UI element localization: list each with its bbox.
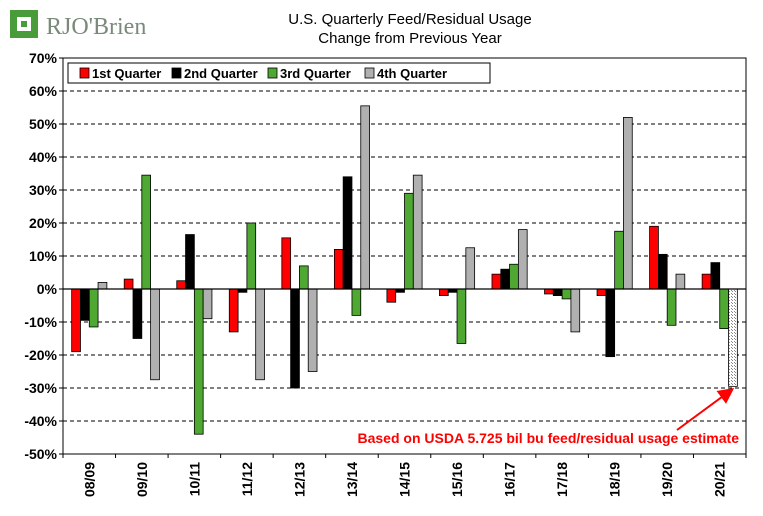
- bar-1st-quarter: [596, 288, 607, 296]
- bar-3rd-quarter: [351, 288, 362, 316]
- legend-swatch: [364, 67, 375, 79]
- rjobrien-logo: RJO'Brien: [8, 8, 168, 42]
- logo-wordmark: RJO'Brien: [46, 14, 146, 40]
- bar-2nd-quarter: [605, 288, 616, 358]
- annotation-text: Based on USDA 5.725 bil bu feed/residual…: [358, 430, 740, 446]
- bar-4th-quarter: [255, 288, 265, 381]
- y-tick-label: -50%: [24, 446, 57, 462]
- bar-3rd-quarter: [246, 222, 257, 290]
- bar-3rd-quarter: [299, 265, 309, 290]
- bar-1st-quarter: [439, 288, 449, 296]
- x-tick-label: 17/18: [554, 462, 570, 497]
- x-tick-label: 20/21: [712, 462, 728, 497]
- bar-4th-quarter: [360, 105, 370, 290]
- x-tick-label: 09/10: [134, 462, 150, 497]
- bar-3rd-quarter: [509, 263, 519, 290]
- bar-1st-quarter: [544, 288, 554, 295]
- bar-2nd-quarter: [552, 288, 563, 296]
- x-tick-label: 10/11: [186, 462, 202, 496]
- bar-2nd-quarter: [185, 234, 195, 290]
- bar-4th-quarter: [465, 247, 476, 290]
- bar-2nd-quarter: [500, 268, 510, 290]
- bar-2nd-quarter: [80, 288, 90, 321]
- bar-4th-quarter: [675, 273, 686, 290]
- legend-swatch: [171, 67, 182, 79]
- legend-label: 3rd Quarter: [280, 66, 351, 81]
- y-tick-label: -10%: [24, 314, 57, 330]
- bar-1st-quarter: [649, 225, 659, 290]
- y-tick-label: -40%: [24, 413, 57, 429]
- bar-4th-quarter: [728, 288, 738, 387]
- bar-3rd-quarter: [666, 288, 677, 326]
- bar-4th-quarter: [623, 117, 633, 290]
- y-tick-label: 10%: [29, 248, 58, 264]
- bar-4th-quarter: [517, 229, 528, 290]
- plot-frame: [62, 57, 747, 455]
- x-tick-label: 18/19: [607, 462, 623, 497]
- x-tick-label: 08/09: [81, 462, 97, 497]
- bar-3rd-quarter: [141, 174, 152, 290]
- bar-3rd-quarter: [404, 192, 414, 290]
- bar-1st-quarter: [491, 273, 502, 290]
- chart-title: U.S. Quarterly Feed/Residual Usage: [288, 11, 532, 28]
- bar-2nd-quarter: [342, 176, 353, 290]
- y-tick-label: 60%: [29, 83, 58, 99]
- legend-label: 2nd Quarter: [184, 66, 258, 81]
- bar-1st-quarter: [281, 237, 292, 290]
- bar-3rd-quarter: [456, 288, 467, 344]
- logo-mark-icon: [10, 10, 38, 38]
- legend-label: 1st Quarter: [92, 66, 161, 81]
- x-tick-label: 14/15: [397, 462, 413, 497]
- bar-4th-quarter: [412, 174, 423, 290]
- bar-1st-quarter: [228, 288, 239, 333]
- bar-3rd-quarter: [561, 288, 572, 300]
- y-tick-label: 20%: [29, 215, 58, 231]
- bar-3rd-quarter: [193, 288, 204, 435]
- y-tick-label: -20%: [24, 347, 57, 363]
- legend-label: 4th Quarter: [377, 66, 447, 81]
- bar-4th-quarter: [202, 288, 213, 320]
- y-tick-label: 50%: [29, 116, 58, 132]
- bar-2nd-quarter: [657, 253, 668, 290]
- y-tick-label: 40%: [29, 149, 58, 165]
- bar-1st-quarter: [176, 280, 186, 290]
- bar-2nd-quarter: [290, 288, 300, 389]
- bar-4th-quarter: [97, 281, 108, 290]
- x-tick-label: 11/12: [239, 462, 255, 496]
- chart-title-block: U.S. Quarterly Feed/Residual Usage Chang…: [200, 10, 620, 48]
- bar-4th-quarter: [570, 288, 581, 333]
- chart-subtitle: Change from Previous Year: [318, 30, 502, 47]
- x-tick-label: 16/17: [502, 462, 518, 497]
- y-tick-label: -30%: [24, 380, 57, 396]
- bar-3rd-quarter: [88, 288, 99, 328]
- y-tick-label: 30%: [29, 182, 58, 198]
- bar-1st-quarter: [701, 273, 712, 290]
- bar-2nd-quarter: [710, 262, 721, 290]
- bar-1st-quarter: [386, 288, 397, 303]
- annotation-arrow: [676, 387, 735, 431]
- y-tick-label: 70%: [29, 50, 58, 66]
- bar-1st-quarter: [333, 248, 344, 290]
- bar-3rd-quarter: [719, 288, 729, 329]
- legend-swatch: [267, 67, 278, 79]
- x-tick-label: 19/20: [659, 462, 675, 497]
- bar-2nd-quarter: [132, 288, 143, 339]
- bar-4th-quarter: [307, 288, 318, 372]
- y-tick-label: 0%: [37, 281, 58, 297]
- bar-3rd-quarter: [614, 230, 624, 290]
- bar-1st-quarter: [123, 278, 134, 290]
- legend-swatch: [79, 67, 90, 79]
- bar-4th-quarter: [150, 288, 160, 381]
- x-tick-label: 13/14: [344, 462, 360, 497]
- bar-1st-quarter: [71, 288, 81, 353]
- x-tick-label: 12/13: [291, 462, 307, 497]
- x-tick-label: 15/16: [449, 462, 465, 497]
